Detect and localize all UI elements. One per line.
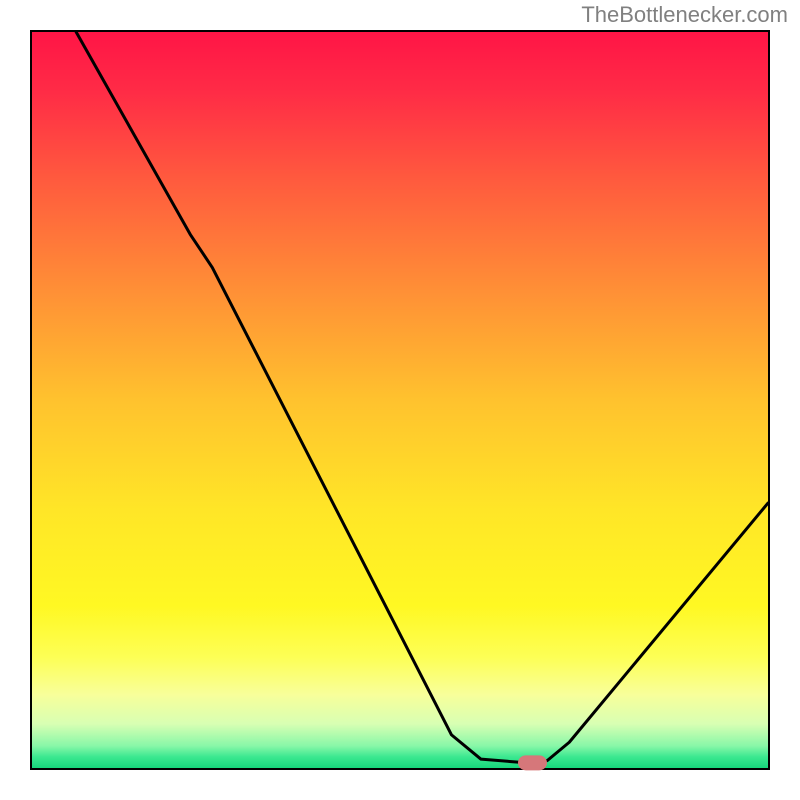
optimal-marker-pill [519,756,547,770]
plot-area [32,32,768,768]
optimal-marker [32,32,768,768]
watermark-text: TheBottlenecker.com [581,2,788,28]
